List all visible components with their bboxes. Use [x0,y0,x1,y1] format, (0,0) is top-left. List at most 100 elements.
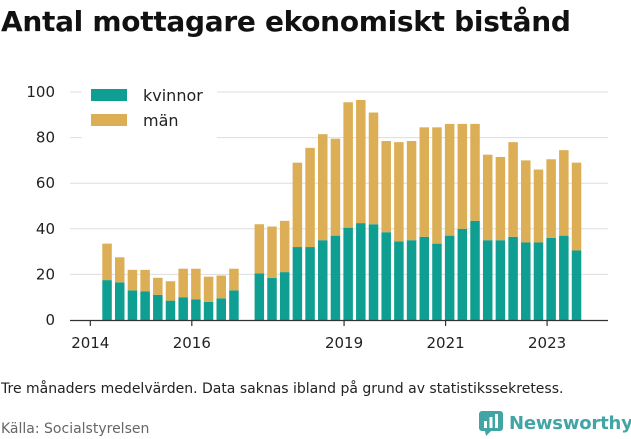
x-tick-label: 2023 [528,334,566,352]
bar-kvinnor [508,236,518,320]
x-tick-label: 2016 [173,334,211,352]
bar-man [318,134,328,241]
chart-title: Antal mottagare ekonomiskt bistånd [1,5,571,38]
bar-kvinnor [254,273,265,320]
bar-man [356,99,366,224]
bar-man [140,269,150,292]
chart-note: Tre månaders medelvärden. Data saknas ib… [1,381,564,397]
bar-kvinnor [406,240,417,320]
y-tick-label: 60 [36,174,55,192]
bar-kvinnor [229,290,239,320]
bar-man [267,226,277,278]
bar-kvinnor [457,228,468,320]
bar-kvinnor [216,298,226,320]
y-tick-label: 0 [45,311,55,329]
bar-kvinnor [191,299,201,320]
x-tick-label: 2019 [325,334,363,352]
bar-kvinnor [356,223,366,320]
bar-man [254,224,265,274]
brand-name: Newsworthy [509,412,631,434]
bar-kvinnor [102,280,112,320]
newsworthy-brand: Newsworthy [478,410,631,436]
bar-man [292,162,303,248]
bar-kvinnor [394,241,404,320]
legend-label: män [143,111,179,130]
bar-kvinnor [559,235,569,320]
bar-man [368,112,379,225]
x-tick-label: 2014 [71,334,109,352]
bar-man [495,156,506,241]
bar-man [127,269,138,291]
newsworthy-logo-icon [479,411,503,436]
bar-man [343,102,353,228]
bar-man [470,123,480,221]
bar-kvinnor [330,235,341,320]
bar-kvinnor [165,300,176,320]
bar-man [432,127,442,244]
legend: kvinnor män [82,80,217,140]
legend-label: kvinnor [143,86,203,105]
bar-kvinnor [127,290,138,320]
bar-man [178,268,188,298]
bar-kvinnor [153,294,163,320]
bar-kvinnor [419,236,430,320]
bar-man [444,123,455,236]
bar-kvinnor [432,243,442,320]
stacked-bar-chart: 0 20 40 60 80 100 2014 2016 2019 2021 2023 kvinno… [26,80,608,352]
bar-kvinnor [495,240,506,320]
bar-man [546,159,556,238]
legend-swatch [91,114,127,126]
bar-man [229,268,239,291]
bar-kvinnor [305,247,315,320]
bar-kvinnor [521,242,531,320]
y-tick-label: 20 [36,265,55,283]
bar-man [203,276,214,302]
bar-man [216,275,226,299]
bars-layer [102,99,582,320]
bar-kvinnor [381,232,391,320]
bar-man [508,142,518,237]
y-tick-label: 100 [26,83,55,101]
bar-man [482,154,493,241]
bar-kvinnor [546,237,556,320]
bar-kvinnor [343,227,353,320]
legend-swatch [91,89,127,101]
bar-man [114,257,125,283]
bar-kvinnor [140,291,150,320]
bar-kvinnor [318,240,328,320]
bar-kvinnor [114,282,125,320]
bar-man [533,169,544,243]
bar-kvinnor [267,277,277,320]
bar-man [330,138,341,236]
bar-man [165,281,176,301]
bar-kvinnor [368,224,379,320]
source-text: Källa: Socialstyrelsen [1,421,150,437]
bar-kvinnor [279,272,290,320]
bar-man [521,160,531,243]
bar-man [571,162,582,251]
bar-man [559,150,569,236]
bar-kvinnor [178,297,188,320]
bar-kvinnor [482,240,493,320]
bar-man [419,127,430,237]
bar-man [381,141,391,233]
bar-kvinnor [571,250,582,320]
bar-kvinnor [533,242,544,320]
bar-kvinnor [444,235,455,320]
bar-man [394,142,404,242]
y-tick-label: 80 [36,129,55,147]
bar-man [191,268,201,300]
y-tick-label: 40 [36,220,55,238]
bar-man [457,123,468,229]
x-tick-label: 2021 [426,334,464,352]
bar-kvinnor [203,301,214,320]
bar-man [153,277,163,295]
bar-kvinnor [470,220,480,320]
bar-man [102,243,112,281]
x-axis: 2014 2016 2019 2021 2023 [70,319,608,352]
bar-kvinnor [292,247,303,320]
bar-man [305,147,315,248]
bar-man [279,220,290,273]
grid-layer: 0 20 40 60 80 100 [26,83,608,329]
bar-man [406,141,417,241]
